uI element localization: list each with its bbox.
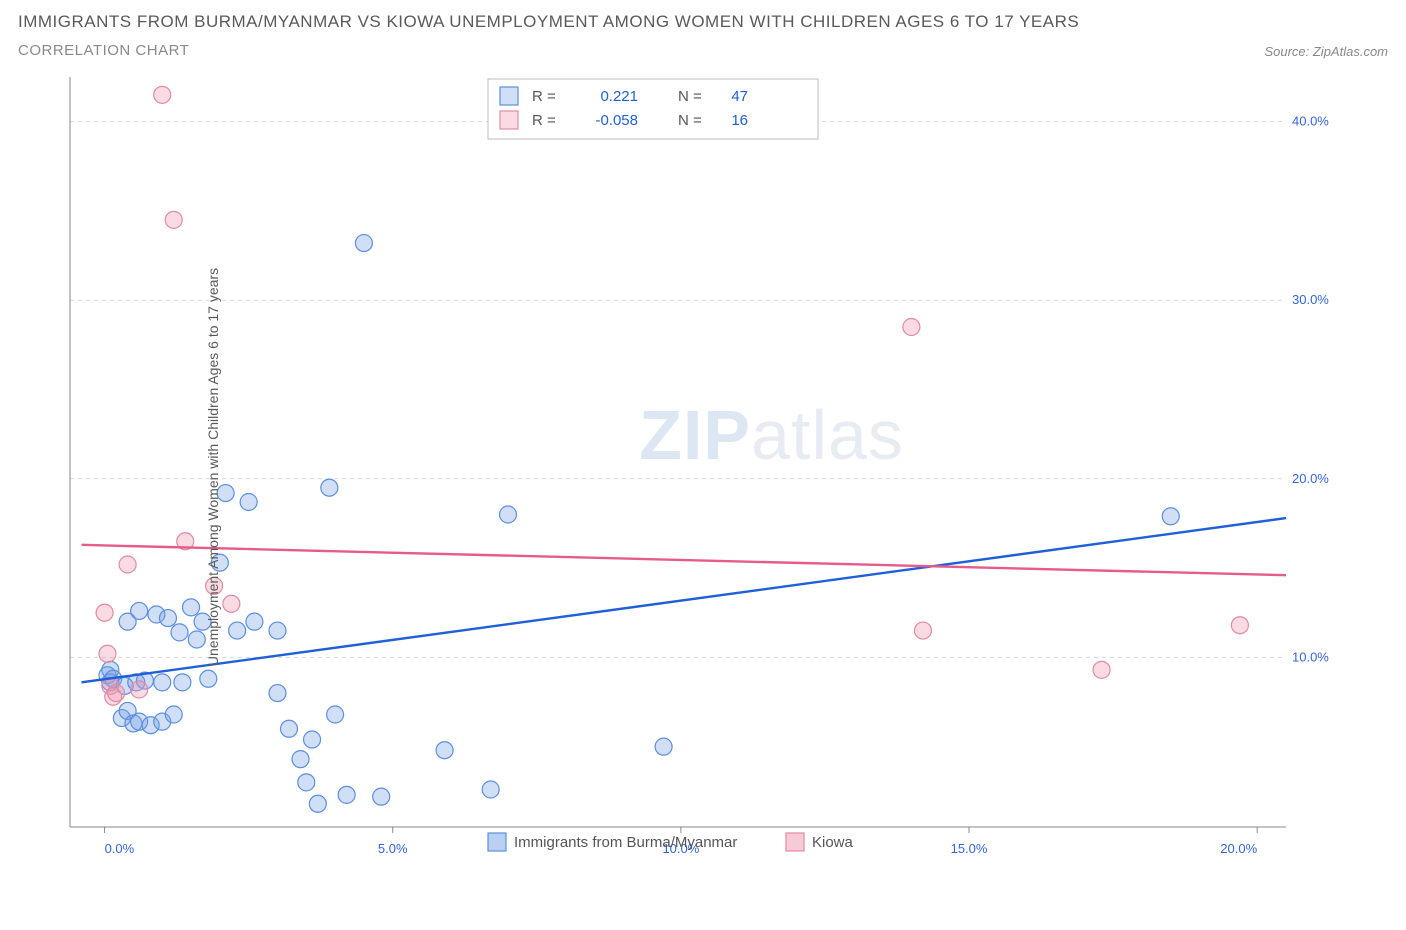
scatter-point [99, 645, 116, 662]
legend-n-label: N = [678, 88, 702, 105]
scatter-point [321, 479, 338, 496]
scatter-point [154, 86, 171, 103]
scatter-point [165, 211, 182, 228]
y-axis-label: Unemployment Among Women with Children A… [205, 268, 221, 666]
x-tick-label: 0.0% [105, 841, 135, 856]
scatter-point [269, 622, 286, 639]
scatter-point [292, 751, 309, 768]
scatter-point [171, 624, 188, 641]
page-title: IMMIGRANTS FROM BURMA/MYANMAR VS KIOWA U… [18, 12, 1079, 32]
x-tick-label: 20.0% [1220, 841, 1257, 856]
source-label: Source: ZipAtlas.com [1264, 44, 1388, 59]
x-tick-label: 5.0% [378, 841, 408, 856]
legend-swatch [488, 833, 506, 851]
scatter-point [240, 494, 257, 511]
scatter-point [246, 613, 263, 630]
legend-swatch [500, 111, 518, 129]
scatter-point [154, 674, 171, 691]
scatter-point [188, 631, 205, 648]
scatter-point [108, 685, 125, 702]
legend-n-value: 16 [731, 112, 748, 129]
legend-r-label: R = [532, 112, 556, 129]
scatter-point [131, 681, 148, 698]
scatter-point [229, 622, 246, 639]
legend-n-label: N = [678, 112, 702, 129]
legend-r-label: R = [532, 88, 556, 105]
scatter-point [223, 595, 240, 612]
scatter-point [280, 720, 297, 737]
scatter-point [269, 685, 286, 702]
scatter-point [903, 319, 920, 336]
scatter-point [96, 604, 113, 621]
page-subtitle: CORRELATION CHART [18, 42, 189, 59]
scatter-point [1093, 661, 1110, 678]
scatter-point [304, 731, 321, 748]
scatter-point [183, 599, 200, 616]
scatter-point [309, 795, 326, 812]
scatter-point [119, 556, 136, 573]
y-tick-label: 10.0% [1292, 649, 1329, 664]
scatter-point [373, 788, 390, 805]
scatter-point [914, 622, 931, 639]
legend-series-label: Immigrants from Burma/Myanmar [514, 834, 737, 851]
legend-r-value: 0.221 [600, 88, 638, 105]
scatter-point [165, 706, 182, 723]
scatter-point [327, 706, 344, 723]
scatter-point [174, 674, 191, 691]
legend-series-label: Kiowa [812, 834, 854, 851]
y-tick-label: 20.0% [1292, 471, 1329, 486]
y-tick-label: 40.0% [1292, 114, 1329, 129]
scatter-point [482, 781, 499, 798]
scatter-point [338, 786, 355, 803]
y-tick-label: 30.0% [1292, 292, 1329, 307]
legend-swatch [500, 87, 518, 105]
trend-line [82, 545, 1286, 575]
scatter-point [436, 742, 453, 759]
legend-r-value: -0.058 [595, 112, 638, 129]
scatter-point [131, 602, 148, 619]
x-tick-label: 15.0% [951, 841, 988, 856]
scatter-point [1231, 617, 1248, 634]
scatter-point [499, 506, 516, 523]
scatter-point [1162, 508, 1179, 525]
legend-swatch [786, 833, 804, 851]
scatter-point [298, 774, 315, 791]
legend-n-value: 47 [731, 88, 748, 105]
scatter-point [355, 235, 372, 252]
scatter-point [200, 670, 217, 687]
scatter-point [159, 610, 176, 627]
scatter-point [655, 738, 672, 755]
correlation-chart: Unemployment Among Women with Children A… [18, 67, 1388, 867]
